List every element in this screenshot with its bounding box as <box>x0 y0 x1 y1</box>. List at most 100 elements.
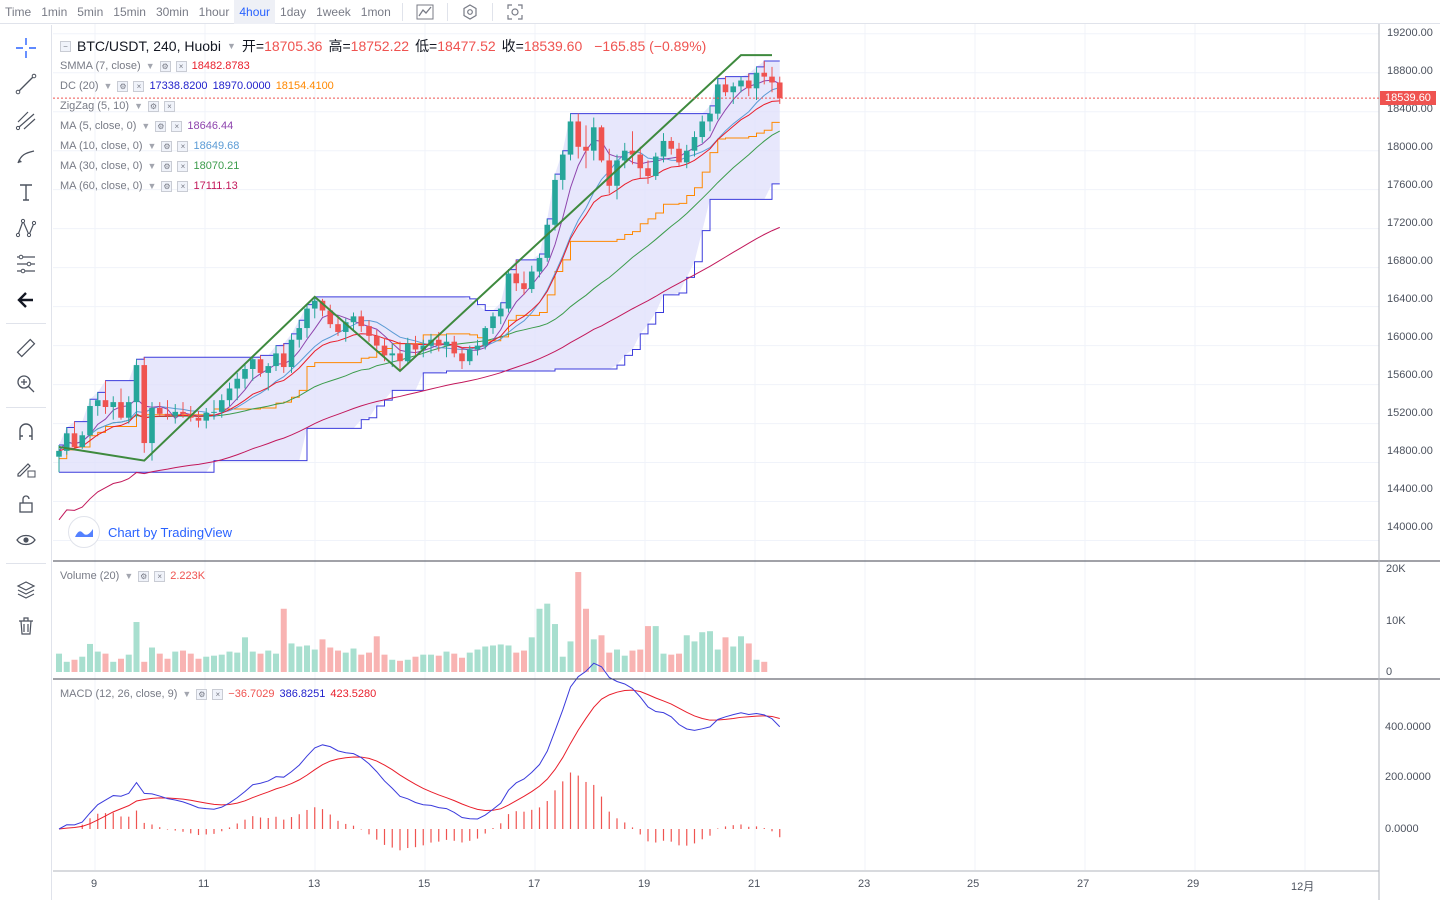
volume-bar <box>218 654 225 672</box>
candle-body <box>211 411 217 413</box>
close-icon[interactable]: × <box>177 140 189 152</box>
indicator-legend-ma30[interactable]: MA (30, close, 0) ▼ ⚙ × 18070.21 <box>60 160 239 172</box>
indicator-legend-ma5[interactable]: MA (5, close, 0) ▼ ⚙ × 18646.44 <box>60 120 233 132</box>
gear-icon[interactable]: ⚙ <box>161 160 173 172</box>
low-value: 18477.52 <box>437 38 496 54</box>
gear-icon[interactable]: ⚙ <box>161 180 173 192</box>
macd-legend[interactable]: MACD (12, 26, close, 9) ▼ ⚙ × −36.7029 386… <box>60 688 376 700</box>
gear-icon[interactable]: ⚙ <box>196 688 208 700</box>
back-arrow-icon[interactable] <box>10 286 42 314</box>
gear-icon[interactable]: ⚙ <box>161 140 173 152</box>
candle-body <box>544 224 551 258</box>
layers-icon[interactable] <box>10 576 42 604</box>
close-icon[interactable]: × <box>175 60 187 72</box>
pattern-icon[interactable] <box>10 214 42 242</box>
indicator-legend-ma60[interactable]: MA (60, close, 0) ▼ ⚙ × 17111.13 <box>60 180 238 192</box>
chevron-down-icon[interactable]: ▼ <box>226 41 236 51</box>
collapse-icon[interactable]: − <box>60 40 71 52</box>
tf-1min[interactable]: 1min <box>41 4 68 19</box>
close-icon[interactable]: × <box>171 120 183 132</box>
lock-pencil-icon[interactable] <box>10 454 42 482</box>
eye-icon[interactable] <box>10 526 42 554</box>
chart-type-icon[interactable] <box>413 2 437 22</box>
magnet-icon[interactable] <box>10 418 42 446</box>
tf-1hour[interactable]: 1hour <box>198 4 230 19</box>
settings-icon[interactable] <box>458 2 482 22</box>
price-tick: 18800.00 <box>1387 65 1433 77</box>
volume-bar <box>614 649 620 672</box>
close-icon[interactable]: × <box>154 570 166 582</box>
candle-body <box>304 308 310 329</box>
crosshair-icon[interactable] <box>10 34 42 62</box>
zoom-in-icon[interactable] <box>10 370 42 398</box>
volume-bar <box>342 652 349 672</box>
tf-15min[interactable]: 15min <box>113 4 146 19</box>
volume-bar <box>420 654 427 672</box>
candle-body <box>645 168 651 177</box>
indicator-legend-smma[interactable]: SMMA (7, close) ▼ ⚙ × 18482.8783 <box>60 60 250 72</box>
close-icon[interactable]: × <box>177 180 189 192</box>
text-tool-icon[interactable] <box>10 178 42 206</box>
volume-tick: 20K <box>1386 563 1406 575</box>
chevron-down-icon[interactable]: ▼ <box>145 61 155 71</box>
chevron-down-icon[interactable]: ▼ <box>141 121 151 131</box>
indicator-legend-ma10[interactable]: MA (10, close, 0) ▼ ⚙ × 18649.68 <box>60 140 239 152</box>
candle-body <box>273 353 279 367</box>
trend-line-icon[interactable] <box>10 70 42 98</box>
tf-1week[interactable]: 1week <box>316 4 351 19</box>
indicator-value: 18070.21 <box>193 160 240 172</box>
candle-body <box>404 343 411 362</box>
indicator-legend-zigzag[interactable]: ZigZag (5, 10) ▼ ⚙ × <box>60 100 176 112</box>
volume-bar <box>722 637 729 672</box>
unlock-icon[interactable] <box>10 490 42 518</box>
volume-bar <box>187 653 194 672</box>
chevron-down-icon[interactable]: ▼ <box>147 181 157 191</box>
symbol-name[interactable]: BTC/USDT, 240, Huobi <box>77 38 221 54</box>
tradingview-badge[interactable]: Chart by TradingView <box>68 516 232 548</box>
candle-body <box>505 273 512 309</box>
chevron-down-icon[interactable]: ▼ <box>147 161 157 171</box>
candle-body <box>218 400 225 412</box>
prediction-icon[interactable] <box>10 250 42 278</box>
volume-bar <box>598 635 605 672</box>
indicator-value: 18646.44 <box>187 120 234 132</box>
candle-body <box>164 413 171 416</box>
volume-bar <box>738 636 744 672</box>
tf-5min[interactable]: 5min <box>77 4 104 19</box>
close-icon[interactable]: × <box>164 100 176 112</box>
tf-4hour[interactable]: 4hour <box>234 0 276 24</box>
tf-time[interactable]: Time <box>5 4 32 19</box>
trash-icon[interactable] <box>10 612 42 640</box>
pitchfork-icon[interactable] <box>10 106 42 134</box>
gear-icon[interactable]: ⚙ <box>148 100 160 112</box>
tf-1mon[interactable]: 1mon <box>360 4 391 19</box>
gear-icon[interactable]: ⚙ <box>117 80 129 92</box>
close-icon[interactable]: × <box>212 688 224 700</box>
volume-bar <box>412 656 419 672</box>
chevron-down-icon[interactable]: ▼ <box>182 689 192 699</box>
brush-icon[interactable] <box>10 142 42 170</box>
indicator-name: ZigZag (5, 10) <box>60 100 130 112</box>
candle-body <box>676 148 682 163</box>
candle-body <box>56 450 62 457</box>
chevron-down-icon[interactable]: ▼ <box>147 141 157 151</box>
screenshot-icon[interactable] <box>503 2 527 22</box>
gear-icon[interactable]: ⚙ <box>155 120 167 132</box>
volume-bar <box>350 648 357 672</box>
tf-30min[interactable]: 30min <box>155 4 189 19</box>
candle-body <box>753 72 760 89</box>
gear-icon[interactable]: ⚙ <box>138 570 150 582</box>
tradingview-link[interactable]: Chart by TradingView <box>108 524 233 540</box>
chevron-down-icon[interactable]: ▼ <box>134 101 144 111</box>
volume-legend[interactable]: Volume (20) ▼ ⚙ × 2.223K <box>60 570 205 582</box>
tf-1day[interactable]: 1day <box>280 4 307 19</box>
chevron-down-icon[interactable]: ▼ <box>103 81 113 91</box>
gear-icon[interactable]: ⚙ <box>159 60 171 72</box>
ruler-icon[interactable] <box>10 334 42 362</box>
close-icon[interactable]: × <box>133 80 145 92</box>
candle-body <box>288 339 295 368</box>
close-icon[interactable]: × <box>177 160 189 172</box>
chevron-down-icon[interactable]: ▼ <box>124 571 134 581</box>
indicator-legend-dc[interactable]: DC (20) ▼ ⚙ × 17338.8200 18970.0000 18154.… <box>60 80 334 92</box>
